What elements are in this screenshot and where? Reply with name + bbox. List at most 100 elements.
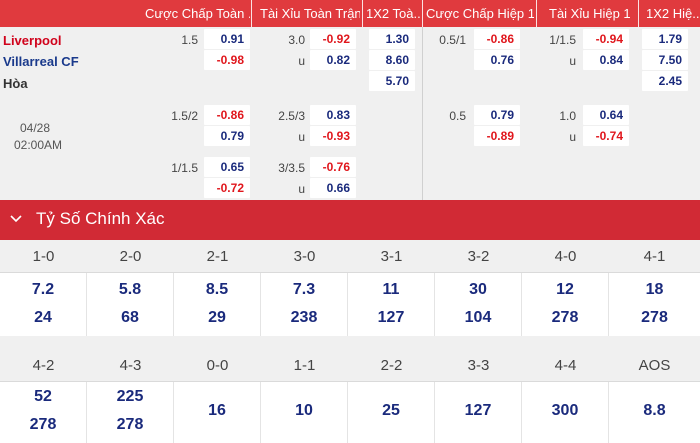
odds-button-away[interactable]: 8.60	[369, 50, 415, 70]
away-odds[interactable]: 127	[377, 309, 405, 326]
home-odds[interactable]: 5.8	[118, 281, 142, 298]
score-label: 3-3	[467, 357, 490, 374]
odds-button[interactable]: -0.74	[583, 126, 629, 146]
draw-score-odds[interactable]: 16	[208, 402, 226, 419]
score-cell[interactable]: 7.3 238	[261, 273, 348, 336]
odds-button[interactable]: -0.86	[474, 29, 520, 49]
correct-score-row-2: 4-2 4-3 0-0 1-1 2-2 3-3 4-4 AOS 52 278 2…	[0, 349, 700, 443]
score-label: 2-1	[206, 248, 229, 265]
home-odds[interactable]: 30	[469, 281, 487, 298]
column-1x2-half1[interactable]: 1X2 Hiệ...	[646, 6, 700, 21]
column-over-under-half1[interactable]: Tài Xỉu Hiệp 1	[549, 6, 631, 21]
away-odds[interactable]: 278	[641, 309, 668, 326]
odds-button[interactable]: -0.93	[310, 126, 356, 146]
away-odds[interactable]: 68	[121, 309, 139, 326]
odds-button[interactable]: -0.86	[204, 105, 250, 125]
score-label: 3-1	[380, 248, 403, 265]
home-odds[interactable]: 7.2	[31, 281, 55, 298]
home-odds[interactable]: 225	[116, 388, 144, 405]
odds-button[interactable]: 0.83	[310, 105, 356, 125]
odds-button[interactable]: -0.76	[310, 157, 356, 177]
odds-button[interactable]: -0.72	[204, 178, 250, 198]
odds-panel: Liverpool Villarreal CF Hòa 04/28 02:00A…	[0, 27, 700, 200]
odds-button[interactable]: 0.66	[310, 178, 356, 198]
under-label: u	[298, 130, 305, 144]
score-cell[interactable]: 52 278	[0, 382, 87, 443]
score-label: AOS	[638, 357, 671, 374]
home-odds[interactable]: 11	[382, 281, 400, 298]
score-label: 2-2	[380, 357, 403, 374]
score-cell[interactable]: 16	[174, 382, 261, 443]
score-cell[interactable]: 18 278	[609, 273, 700, 336]
score-label: 4-3	[119, 357, 142, 374]
odds-button[interactable]: 0.91	[204, 29, 250, 49]
any-other-score-odds[interactable]: 8.8	[643, 402, 666, 419]
odds-button[interactable]: 0.82	[310, 50, 356, 70]
under-label: u	[569, 54, 576, 68]
odds-button[interactable]: -0.98	[204, 50, 250, 70]
draw-score-odds[interactable]: 25	[382, 402, 400, 419]
score-cell[interactable]: 8.8	[609, 382, 700, 443]
away-odds[interactable]: 29	[208, 309, 226, 326]
score-cell[interactable]: 10	[261, 382, 348, 443]
odds-button[interactable]: -0.94	[583, 29, 629, 49]
draw-score-odds[interactable]: 300	[551, 402, 579, 419]
score-cell[interactable]: 12 278	[522, 273, 609, 336]
draw-score-odds[interactable]: 10	[295, 402, 313, 419]
score-cell[interactable]: 5.8 68	[87, 273, 174, 336]
under-label: u	[298, 182, 305, 196]
column-handicap-half1[interactable]: Cược Chấp Hiệp 1	[426, 6, 534, 21]
away-odds[interactable]: 24	[34, 309, 52, 326]
draw-label: Hòa	[3, 76, 28, 91]
odds-button-draw[interactable]: 2.45	[642, 71, 688, 91]
home-odds[interactable]: 18	[645, 281, 664, 298]
score-cell[interactable]: 8.5 29	[174, 273, 261, 336]
odds-button[interactable]: -0.89	[474, 126, 520, 146]
away-odds[interactable]: 238	[290, 309, 318, 326]
odds-button[interactable]: 0.76	[474, 50, 520, 70]
home-odds[interactable]: 8.5	[205, 281, 229, 298]
odds-button-home[interactable]: 1.30	[369, 29, 415, 49]
score-label: 4-1	[643, 248, 666, 265]
score-cell[interactable]: 300	[522, 382, 609, 443]
column-over-under-full[interactable]: Tài Xỉu Toàn Trận	[260, 6, 360, 21]
away-odds[interactable]: 104	[464, 309, 492, 326]
column-divider	[362, 0, 363, 27]
score-cell[interactable]: 25	[348, 382, 435, 443]
row-spacer	[0, 336, 700, 349]
odds-button-away[interactable]: 7.50	[642, 50, 688, 70]
home-odds[interactable]: 52	[34, 388, 52, 405]
score-cell[interactable]: 11 127	[348, 273, 435, 336]
draw-score-odds[interactable]: 127	[464, 402, 492, 419]
match-time: 02:00AM	[14, 138, 63, 152]
home-team-name[interactable]: Liverpool	[3, 33, 62, 48]
odds-button[interactable]: 0.65	[204, 157, 250, 177]
away-odds[interactable]: 278	[29, 416, 57, 433]
handicap-line: 1/1.5	[171, 161, 198, 175]
odds-column-header: Cược Chấp Toàn ... Tài Xỉu Toàn Trận 1X2…	[0, 0, 700, 27]
correct-score-section-header[interactable]: Tỷ Số Chính Xác	[0, 200, 700, 240]
handicap-line: 0.5	[449, 109, 466, 123]
odds-button[interactable]: 0.64	[583, 105, 629, 125]
odds-button[interactable]: 0.84	[583, 50, 629, 70]
score-cell[interactable]: 127	[435, 382, 522, 443]
score-cell[interactable]: 225 278	[87, 382, 174, 443]
away-team-name[interactable]: Villarreal CF	[3, 54, 79, 69]
odds-button[interactable]: 0.79	[204, 126, 250, 146]
chevron-down-icon[interactable]	[8, 211, 24, 227]
score-cell[interactable]: 30 104	[435, 273, 522, 336]
column-handicap-full[interactable]: Cược Chấp Toàn ...	[145, 6, 250, 21]
column-divider	[536, 0, 537, 27]
away-odds[interactable]: 278	[116, 416, 144, 433]
score-label: 4-2	[32, 357, 55, 374]
odds-button[interactable]: 0.79	[474, 105, 520, 125]
score-label: 0-0	[206, 357, 229, 374]
odds-button-home[interactable]: 1.79	[642, 29, 688, 49]
away-odds[interactable]: 278	[551, 309, 579, 326]
odds-button[interactable]: -0.92	[310, 29, 356, 49]
home-odds[interactable]: 12	[556, 281, 574, 298]
home-odds[interactable]: 7.3	[292, 281, 316, 298]
score-cell[interactable]: 7.2 24	[0, 273, 87, 336]
column-1x2-full[interactable]: 1X2 Toà...	[366, 6, 421, 21]
odds-button-draw[interactable]: 5.70	[369, 71, 415, 91]
